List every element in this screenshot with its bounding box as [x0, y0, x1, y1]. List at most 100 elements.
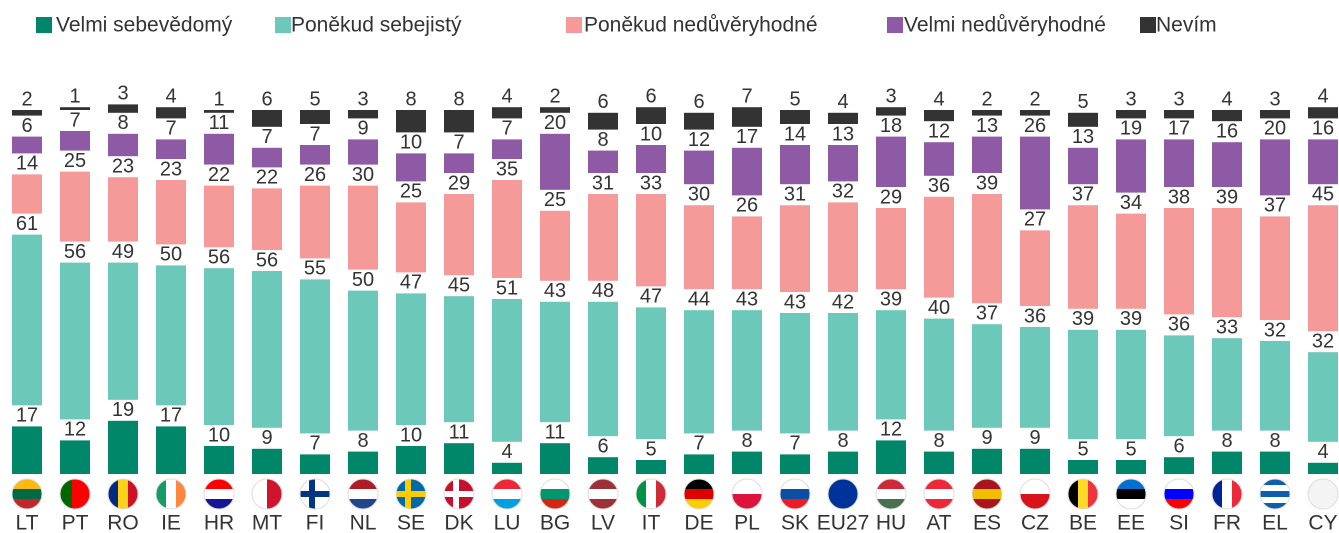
value-label: 5 [1077, 438, 1088, 460]
bar-segment [1068, 147, 1098, 185]
bar-segment [396, 446, 426, 474]
value-label: 17 [16, 405, 38, 427]
flag-stripe [60, 479, 67, 509]
flag-stripe [540, 479, 570, 490]
bar-segment [1164, 457, 1194, 474]
x-tick-label: CZ [1021, 512, 1049, 533]
flag-stripe [1164, 499, 1194, 509]
value-label: 47 [400, 272, 422, 294]
bar-segment [60, 107, 90, 110]
value-label: 23 [160, 158, 182, 180]
bar-segment [684, 112, 714, 130]
bar-segment [1260, 341, 1290, 431]
bar-segment [1068, 112, 1098, 127]
flag-stripe [348, 489, 378, 500]
x-tick-label: BE [1069, 512, 1097, 533]
flag-stripe [12, 479, 42, 490]
bar-segment [204, 446, 234, 474]
bar-segment [780, 454, 810, 474]
bar-segment [1260, 216, 1290, 320]
flag-border [1259, 478, 1291, 510]
flag-cross [309, 479, 315, 509]
bar-segment [204, 133, 234, 165]
bar-segment [252, 271, 282, 428]
value-label: 20 [544, 112, 566, 134]
value-label: 22 [208, 164, 230, 186]
value-label: 17 [1168, 118, 1190, 140]
flag-stripe [1116, 479, 1146, 490]
bar-segment [60, 131, 90, 151]
bar-segment [1068, 205, 1098, 309]
x-tick-label: LU [494, 512, 521, 533]
bar-segment [972, 110, 1002, 116]
bar-segment [156, 426, 186, 474]
bar-segment [444, 443, 474, 474]
value-label: 36 [1024, 305, 1046, 327]
value-label: 12 [64, 419, 86, 441]
value-label: 9 [261, 427, 272, 449]
flag-stripe [1212, 479, 1223, 509]
flag-border [1019, 478, 1051, 510]
x-tick-label: EU27 [817, 512, 870, 533]
bar-segment [924, 142, 954, 176]
flag-stripe [1308, 479, 1338, 509]
bar-segment [588, 457, 618, 474]
flag [684, 479, 714, 509]
x-tick-label: DK [444, 512, 473, 533]
legend-label: Poněkud sebejistý [291, 14, 462, 37]
value-label: 17 [736, 126, 758, 148]
value-label: 12 [928, 120, 950, 142]
bar-segment [156, 180, 186, 245]
flag [348, 479, 378, 509]
value-label: 37 [976, 302, 998, 324]
bar-segment [636, 145, 666, 173]
value-label: 6 [597, 435, 608, 457]
bar-segment [348, 451, 378, 474]
bar-segment [444, 296, 474, 423]
bar-segment [492, 139, 522, 159]
bar-segment [1212, 208, 1242, 318]
value-label: 49 [112, 241, 134, 263]
bar-segment [108, 420, 138, 474]
bar-segment [492, 299, 522, 442]
bar-segment [1308, 462, 1338, 474]
flag [1116, 479, 1146, 509]
flag [60, 479, 90, 509]
flag-stripe [876, 489, 906, 500]
flag-stripe [166, 479, 177, 509]
bar-segment [684, 454, 714, 474]
flag [492, 479, 522, 509]
flag-border [1115, 478, 1147, 510]
flag-stripe [492, 479, 522, 490]
value-label: 11 [449, 421, 470, 443]
bar-segment [972, 324, 1002, 428]
value-label: 20 [1264, 118, 1286, 140]
flag-stripe [1020, 494, 1050, 509]
value-label: 8 [117, 112, 128, 134]
bar-segment [540, 107, 570, 113]
value-label: 13 [832, 123, 854, 145]
legend-item: Nevím [1140, 14, 1217, 37]
value-label: 45 [448, 274, 470, 296]
bar-segment [348, 110, 378, 119]
flag-stripe [1116, 499, 1146, 509]
bar-segment [348, 139, 378, 165]
flag [1020, 479, 1050, 509]
value-label: 26 [1024, 115, 1046, 137]
bar-segment [108, 133, 138, 157]
flag-stripe [1078, 479, 1089, 509]
bar-segment [396, 153, 426, 182]
value-label: 1 [69, 85, 80, 107]
value-label: 26 [736, 195, 758, 217]
bar-segment [300, 185, 330, 259]
flag [924, 479, 954, 509]
bar-segment [732, 216, 762, 290]
value-label: 10 [640, 123, 662, 145]
flag-stripe [1116, 489, 1146, 500]
flag-stripe [588, 489, 618, 500]
value-label: 6 [645, 85, 656, 107]
bar-segment [540, 133, 570, 190]
bar-segment [252, 188, 282, 250]
value-label: 7 [789, 433, 800, 455]
bar-segment [1116, 139, 1146, 193]
